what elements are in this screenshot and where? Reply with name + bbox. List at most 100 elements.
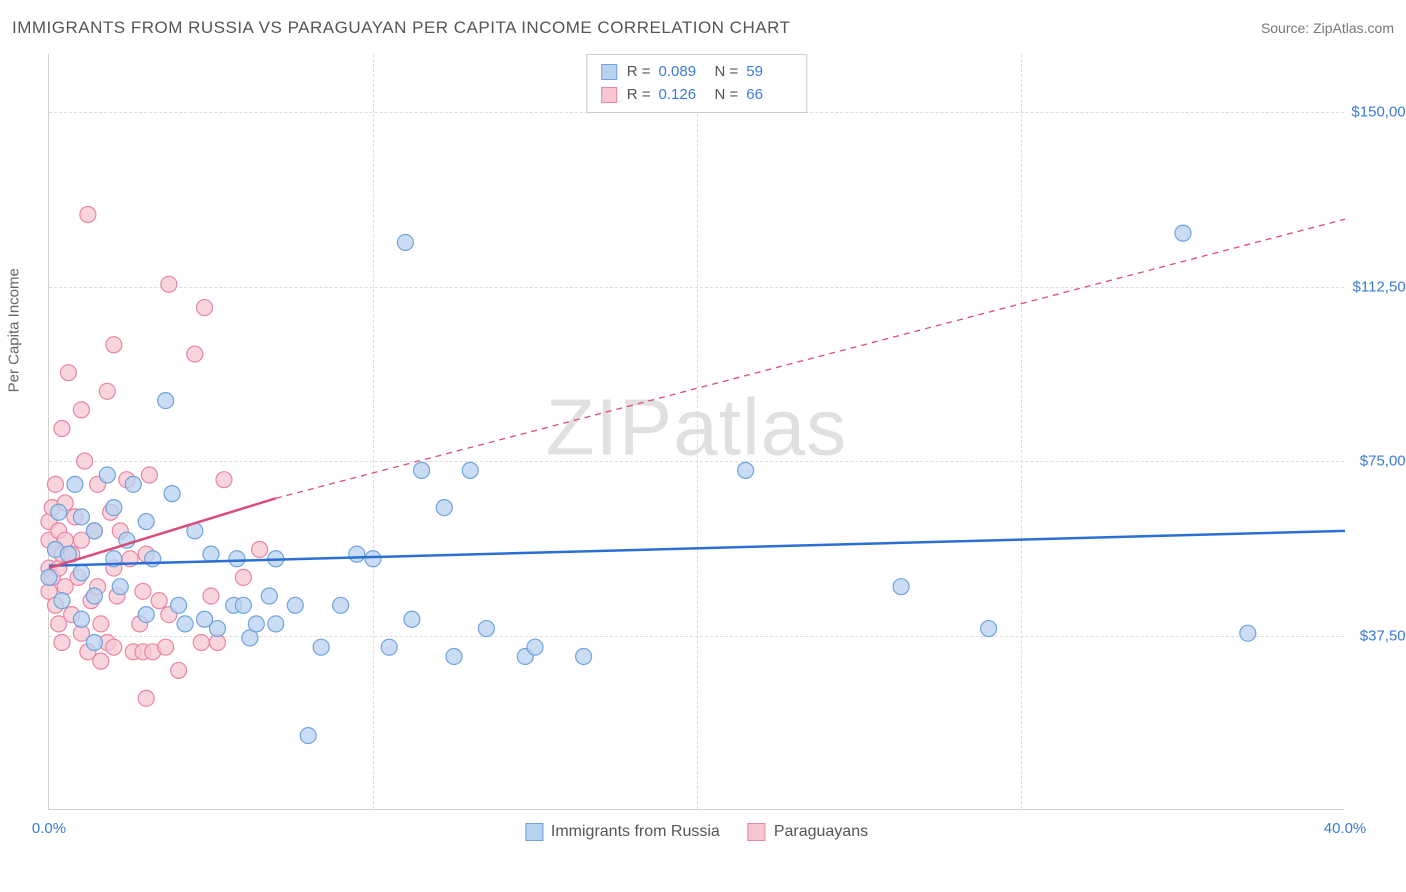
data-point-russia (138, 514, 154, 530)
data-point-russia (436, 500, 452, 516)
r-value: 0.089 (659, 61, 705, 84)
data-point-russia (333, 597, 349, 613)
data-point-russia (478, 621, 494, 637)
data-point-paraguay (54, 635, 70, 651)
data-point-russia (527, 639, 543, 655)
data-point-paraguay (99, 383, 115, 399)
data-point-russia (125, 476, 141, 492)
data-point-russia (365, 551, 381, 567)
data-point-paraguay (47, 476, 63, 492)
trendline-dash-paraguay (276, 219, 1345, 498)
data-point-paraguay (80, 207, 96, 223)
data-point-paraguay (158, 639, 174, 655)
legend-swatch (601, 64, 617, 80)
data-point-paraguay (193, 635, 209, 651)
data-point-russia (171, 597, 187, 613)
y-tick-label: $112,500 (1349, 278, 1406, 295)
data-point-russia (414, 462, 430, 478)
y-tick-label: $75,000 (1349, 453, 1406, 470)
data-point-paraguay (60, 365, 76, 381)
data-point-paraguay (54, 421, 70, 437)
data-point-russia (86, 588, 102, 604)
data-point-russia (138, 607, 154, 623)
chart-title: IMMIGRANTS FROM RUSSIA VS PARAGUAYAN PER… (12, 18, 790, 38)
data-point-paraguay (141, 467, 157, 483)
data-point-paraguay (106, 639, 122, 655)
data-point-russia (287, 597, 303, 613)
source-attribution: Source: ZipAtlas.com (1261, 20, 1394, 36)
data-point-russia (73, 565, 89, 581)
data-point-russia (158, 393, 174, 409)
data-point-russia (349, 546, 365, 562)
data-point-russia (73, 509, 89, 525)
legend-item-russia: Immigrants from Russia (525, 823, 720, 841)
stats-legend: R = 0.089 N = 59 R = 0.126 N = 66 (586, 54, 808, 113)
data-point-russia (209, 621, 225, 637)
data-point-russia (203, 546, 219, 562)
data-point-russia (67, 476, 83, 492)
data-point-paraguay (135, 583, 151, 599)
x-tick-label: 0.0% (32, 820, 66, 837)
data-point-paraguay (161, 276, 177, 292)
scatter-plot-svg (49, 54, 1344, 809)
n-value: 59 (746, 61, 792, 84)
n-label: N = (715, 84, 739, 107)
legend-label: Paraguayans (774, 823, 868, 841)
n-label: N = (715, 61, 739, 84)
chart-plot-area: ZIPatlas R =0.089N =59R =0.126N =66 Immi… (48, 54, 1344, 810)
data-point-paraguay (187, 346, 203, 362)
data-point-russia (112, 579, 128, 595)
x-tick-label: 40.0% (1324, 820, 1367, 837)
y-axis-title: Per Capita Income (6, 268, 23, 392)
data-point-russia (41, 569, 57, 585)
data-point-russia (235, 597, 251, 613)
data-point-russia (106, 500, 122, 516)
data-point-paraguay (203, 588, 219, 604)
data-point-russia (73, 611, 89, 627)
y-tick-label: $37,500 (1349, 627, 1406, 644)
r-value: 0.126 (659, 84, 705, 107)
data-point-russia (268, 616, 284, 632)
legend-label: Immigrants from Russia (551, 823, 720, 841)
data-point-russia (446, 648, 462, 664)
data-point-russia (738, 462, 754, 478)
data-point-paraguay (93, 653, 109, 669)
data-point-russia (404, 611, 420, 627)
data-point-paraguay (216, 472, 232, 488)
data-point-russia (54, 593, 70, 609)
data-point-russia (145, 551, 161, 567)
legend-swatch (748, 823, 766, 841)
y-tick-label: $150,000 (1349, 104, 1406, 121)
series-legend: Immigrants from Russia Paraguayans (525, 823, 868, 841)
data-point-russia (462, 462, 478, 478)
data-point-russia (261, 588, 277, 604)
data-point-russia (300, 728, 316, 744)
data-point-paraguay (252, 541, 268, 557)
data-point-paraguay (106, 337, 122, 353)
stats-row-russia: R = 0.089 N = 59 (601, 61, 793, 84)
r-label: R = (627, 61, 651, 84)
data-point-russia (86, 635, 102, 651)
data-point-paraguay (171, 662, 187, 678)
data-point-russia (164, 486, 180, 502)
data-point-paraguay (73, 402, 89, 418)
data-point-russia (981, 621, 997, 637)
data-point-russia (313, 639, 329, 655)
trendline-russia (49, 531, 1345, 566)
data-point-paraguay (197, 300, 213, 316)
data-point-paraguay (151, 593, 167, 609)
data-point-russia (229, 551, 245, 567)
data-point-russia (893, 579, 909, 595)
data-point-russia (397, 234, 413, 250)
data-point-russia (381, 639, 397, 655)
legend-item-paraguay: Paraguayans (748, 823, 868, 841)
data-point-paraguay (235, 569, 251, 585)
data-point-russia (177, 616, 193, 632)
stats-row-paraguay: R = 0.126 N = 66 (601, 84, 793, 107)
data-point-paraguay (93, 616, 109, 632)
r-label: R = (627, 84, 651, 107)
data-point-russia (99, 467, 115, 483)
data-point-russia (576, 648, 592, 664)
legend-swatch (601, 87, 617, 103)
n-value: 66 (746, 84, 792, 107)
